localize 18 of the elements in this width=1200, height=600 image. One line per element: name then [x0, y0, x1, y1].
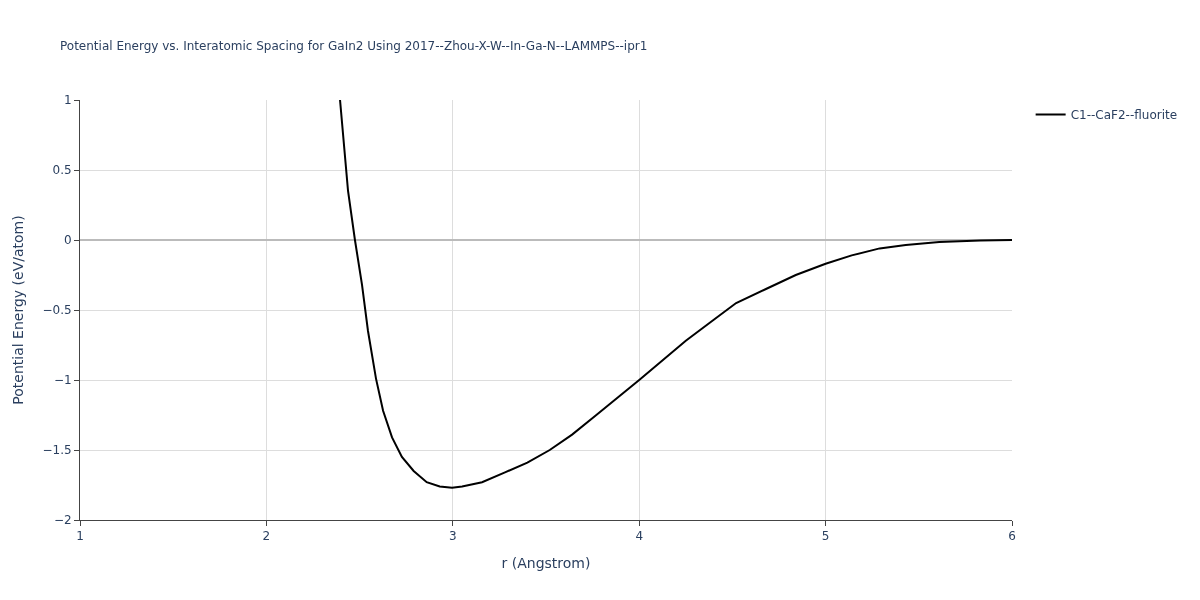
y-tick-label: 0: [63, 233, 72, 248]
x-tick-label: 1: [76, 529, 84, 544]
x-tick-label: 6: [1008, 529, 1016, 544]
y-tick-label: −2: [53, 513, 72, 528]
x-tick-label: 4: [635, 529, 644, 544]
line-series: [339, 100, 1012, 489]
y-tick-label: −1: [53, 373, 72, 388]
y-axis-title: Potential Energy (eV/atom): [10, 215, 27, 405]
y-tick-label: 1: [63, 93, 72, 108]
legend-label: C1--CaF2--fluorite: [1070, 108, 1178, 123]
x-tick-label: 5: [821, 529, 830, 544]
x-tick-label: 2: [262, 529, 271, 544]
chart-title: Potential Energy vs. Interatomic Spacing for GaIn2 Using 2017--Zhou-X-W--In-Ga-N--LAMMPS--ipr1: [60, 39, 648, 54]
y-tick-label: −1.5: [42, 443, 72, 458]
x-axis-title: r (Angstrom): [501, 554, 591, 571]
x-tick-label: 3: [448, 529, 457, 544]
y-tick-label: −0.5: [42, 303, 72, 318]
y-tick-label: 0.5: [52, 163, 72, 178]
